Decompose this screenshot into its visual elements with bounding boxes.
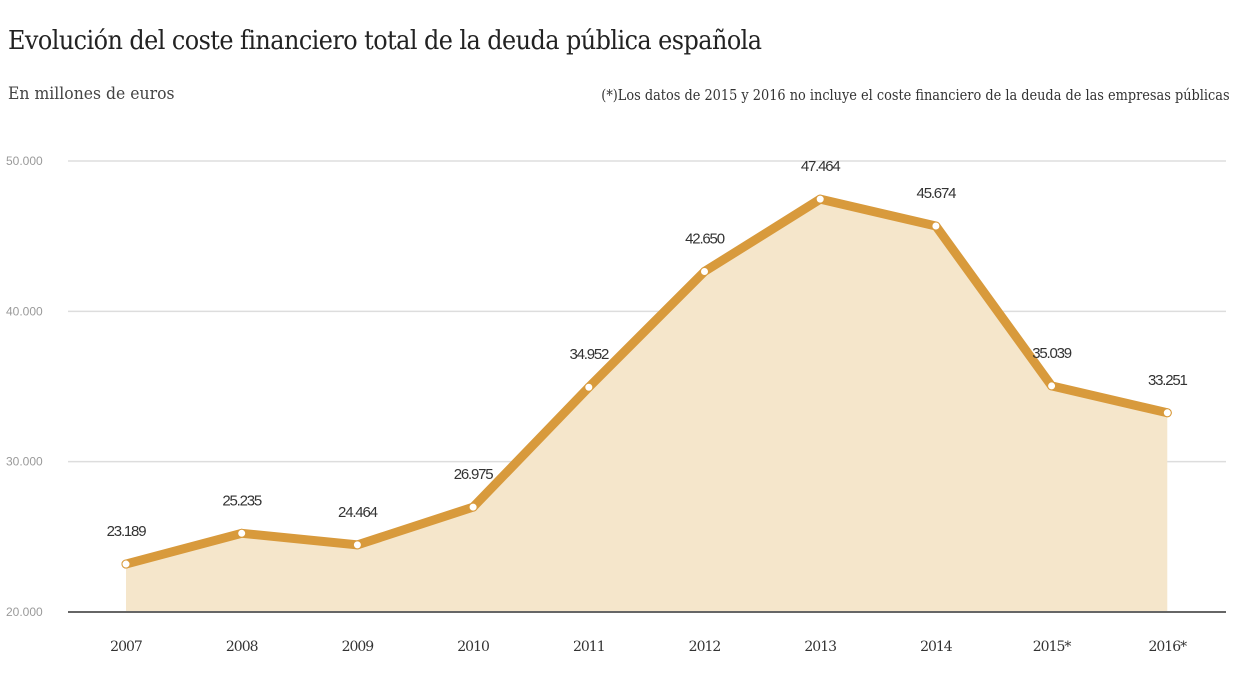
data-markers: [121, 194, 1172, 569]
data-label: 23.189: [107, 523, 147, 540]
x-tick-label: 2009: [342, 639, 374, 655]
data-label: 42.650: [685, 230, 725, 247]
data-point: [121, 559, 131, 569]
data-point: [468, 502, 478, 512]
data-point: [584, 382, 594, 392]
series-line: [121, 194, 1172, 569]
footnote: (*)Los datos de 2015 y 2016 no incluye e…: [601, 86, 1230, 104]
data-labels: 23.189 25.235 24.464 26.975 34.952 42.650 47.4…: [107, 158, 1189, 540]
chart-title: Evolución del coste financiero total de …: [8, 26, 762, 56]
x-tick-label: 2007: [110, 639, 142, 655]
data-label: 33.251: [1148, 372, 1188, 389]
data-point: [352, 540, 362, 550]
x-tick-label: 2010: [457, 639, 489, 655]
data-label: 25.235: [222, 492, 262, 509]
y-axis-ticks: 20.000 30.000 40.000 50.000: [6, 154, 43, 619]
y-tick-label: 40.000: [6, 304, 43, 318]
x-tick-label: 2008: [226, 639, 258, 655]
data-label: 47.464: [801, 158, 841, 175]
y-tick-label: 20.000: [6, 605, 43, 619]
x-tick-label: 2016*: [1148, 639, 1187, 655]
data-point: [1162, 408, 1172, 418]
data-point: [237, 528, 247, 538]
data-label: 26.975: [454, 466, 494, 483]
data-point: [931, 221, 941, 231]
y-tick-label: 30.000: [6, 455, 43, 469]
x-tick-label: 2013: [804, 639, 836, 655]
x-tick-label: 2012: [689, 639, 721, 655]
data-point: [1047, 381, 1057, 391]
chart-subtitle: En millones de euros: [8, 84, 175, 104]
x-tick-label: 2015*: [1033, 639, 1072, 655]
data-label: 45.674: [917, 185, 957, 202]
data-label: 34.952: [569, 346, 609, 363]
data-label: 35.039: [1032, 345, 1072, 362]
area-fill: [126, 199, 1168, 613]
x-tick-label: 2014: [920, 639, 953, 655]
x-axis-ticks: 2007 2008 2009 2010 2011 2012 2013 2014 2015* 201…: [110, 639, 1188, 655]
data-point: [700, 266, 709, 276]
y-tick-label: 50.000: [6, 154, 43, 168]
data-point: [815, 194, 825, 204]
x-tick-label: 2011: [573, 639, 605, 655]
data-label: 24.464: [338, 504, 378, 521]
